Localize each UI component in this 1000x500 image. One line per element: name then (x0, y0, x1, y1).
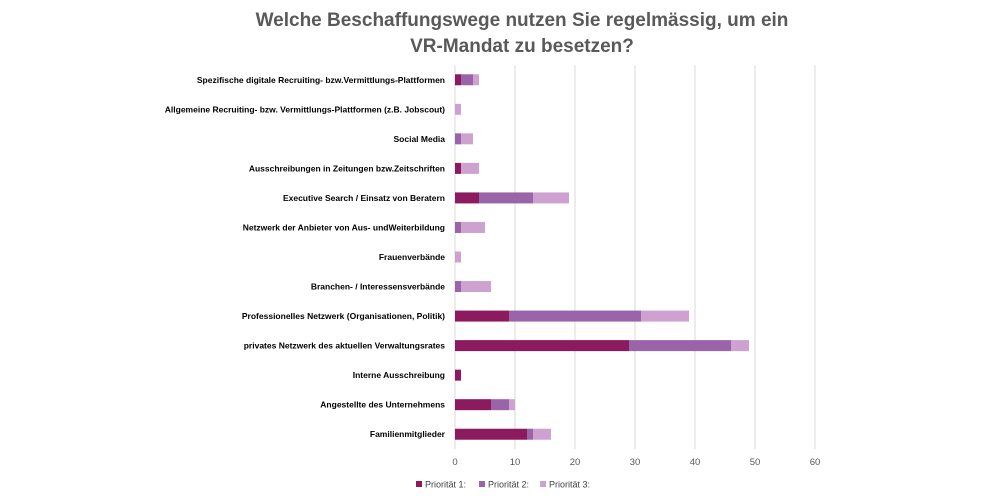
chart-title-line-1: Welche Beschaffungswege nutzen Sie regel… (256, 10, 789, 31)
bar-segment-priority-2 (509, 310, 641, 322)
bar-segment-priority-3 (641, 310, 689, 322)
chart-title: Welche Beschaffungswege nutzen Sie regel… (256, 10, 789, 57)
bar-segment-priority-1 (455, 74, 461, 86)
category-label: Social Media (394, 134, 446, 144)
legend: Priorität 1: Priorität 2: Priorität 3: (416, 480, 590, 490)
bar-segment-priority-3 (461, 162, 479, 174)
legend-swatch (540, 481, 546, 487)
bar-segment-priority-1 (455, 340, 629, 352)
x-tick-label: 60 (810, 457, 821, 468)
bar-segment-priority-3 (473, 74, 479, 86)
bar-segment-priority-3 (533, 428, 551, 440)
category-label: Executive Search / Einsatz von Beratern (283, 193, 445, 203)
legend-label: Priorität 2: (488, 480, 529, 490)
bar-segment-priority-1 (455, 369, 461, 381)
category-label: Branchen- / Interessensverbände (311, 282, 445, 292)
bar-segment-priority-2 (629, 340, 731, 352)
bar-segment-priority-1 (455, 162, 461, 174)
bar-segment-priority-2 (527, 428, 533, 440)
category-label: privates Netzwerk des aktuellen Verwaltu… (244, 341, 446, 351)
category-label: Angestellte des Unternehmens (320, 400, 445, 410)
bar-segment-priority-3 (455, 251, 461, 263)
category-label: Familienmitglieder (370, 429, 446, 439)
x-tick-label: 40 (690, 457, 701, 468)
x-tick-label: 50 (750, 457, 761, 468)
category-label: Allgemeine Recruiting- bzw. Vermittlungs… (165, 104, 445, 114)
category-label: Frauenverbände (379, 252, 445, 262)
bar-segment-priority-2 (491, 399, 509, 411)
bar-segment-priority-3 (461, 221, 485, 233)
bar-segment-priority-3 (731, 340, 749, 352)
legend-label: Priorität 3: (549, 480, 590, 490)
category-label: Interne Ausschreibung (353, 370, 445, 380)
bars (455, 74, 749, 440)
bar-segment-priority-1 (455, 192, 479, 204)
category-labels: Spezifische digitale Recruiting- bzw.Ver… (165, 75, 446, 439)
bar-segment-priority-2 (455, 133, 461, 145)
bar-segment-priority-1 (455, 428, 527, 440)
x-axis-tick-labels: 0 10 20 30 40 50 60 (452, 457, 820, 468)
bar-segment-priority-3 (461, 133, 473, 145)
bar-segment-priority-1 (455, 399, 491, 411)
category-label: Spezifische digitale Recruiting- bzw.Ver… (197, 75, 445, 85)
bar-segment-priority-3 (455, 103, 461, 115)
x-tick-label: 20 (570, 457, 581, 468)
bar-segment-priority-3 (461, 281, 491, 293)
legend-swatch (416, 481, 422, 487)
chart-title-line-2: VR-Mandat zu besetzen? (410, 36, 634, 57)
x-tick-label: 30 (630, 457, 641, 468)
bar-segment-priority-2 (479, 192, 533, 204)
category-label: Ausschreibungen in Zeitungen bzw.Zeitsch… (249, 163, 445, 173)
category-label: Netzwerk der Anbieter von Aus- undWeiter… (243, 222, 445, 232)
bar-segment-priority-3 (533, 192, 569, 204)
x-tick-label: 0 (452, 457, 457, 468)
legend-label: Priorität 1: (425, 480, 466, 490)
legend-swatch (479, 481, 485, 487)
bar-segment-priority-2 (455, 221, 461, 233)
bar-segment-priority-2 (455, 281, 461, 293)
bar-segment-priority-2 (461, 74, 473, 86)
bar-segment-priority-1 (455, 310, 509, 322)
gridlines (454, 65, 816, 449)
category-label: Professionelles Netzwerk (Organisationen… (242, 311, 445, 321)
x-tick-label: 10 (510, 457, 521, 468)
bar-segment-priority-3 (509, 399, 515, 411)
